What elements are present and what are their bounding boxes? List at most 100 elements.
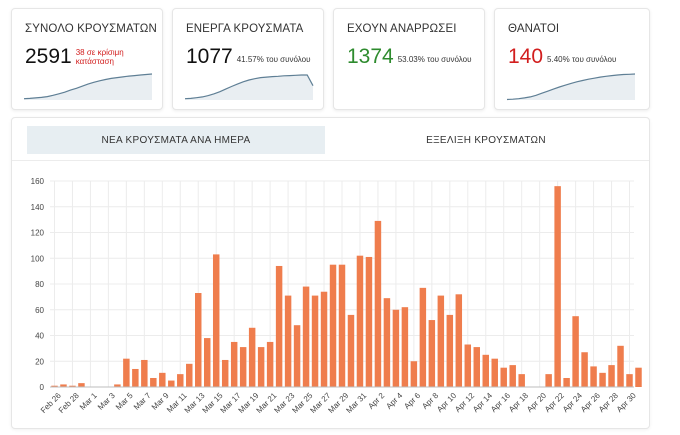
- sparkline-line: [506, 73, 636, 101]
- gridlines: [50, 180, 634, 388]
- sparkline-line: [184, 74, 314, 100]
- card-recovered: ΕΧΟΥΝ ΑΝΑΡΡΩΣΕΙ 1374 53.03% του συνόλου: [333, 8, 485, 110]
- x-tick-label: Apr 2: [366, 391, 386, 411]
- bar: [374, 220, 382, 387]
- bar: [608, 365, 615, 387]
- bar: [186, 363, 193, 387]
- chart-panel: ΝΕΑ ΚΡΟΥΣΜΑΤΑ ΑΝΑ ΗΜΕΡΑ ΕΞΕΛΙΞΗ ΚΡΟΥΣΜΑΤ…: [11, 117, 650, 429]
- bar: [141, 359, 148, 387]
- bar: [159, 372, 166, 387]
- y-tick-label: 120: [31, 229, 45, 238]
- bar: [419, 287, 427, 387]
- bar: [599, 372, 606, 387]
- bar: [482, 354, 489, 387]
- bar: [446, 314, 454, 387]
- bar: [284, 295, 292, 387]
- bar: [617, 345, 624, 387]
- bar: [177, 374, 184, 388]
- card-note: 38 σε κρίσιμη κατάσταση: [76, 48, 124, 66]
- bar: [356, 255, 364, 387]
- bar: [545, 374, 552, 388]
- bar: [257, 347, 265, 387]
- bar: [329, 264, 337, 387]
- card-deaths: ΘΑΝΑΤΟΙ 140 5.40% του συνόλου: [494, 8, 650, 110]
- bar: [320, 291, 328, 387]
- bar: [365, 256, 373, 387]
- bar: [635, 367, 642, 387]
- sparkline-area: [24, 74, 152, 100]
- bar: [347, 314, 355, 387]
- y-tick-label: 60: [35, 306, 44, 315]
- tab-cases-evolution[interactable]: ΕΞΕΛΙΞΗ ΚΡΟΥΣΜΑΤΩΝ: [426, 134, 546, 146]
- bar: [239, 347, 247, 387]
- card-title: ΘΑΝΑΤΟΙ: [508, 23, 560, 35]
- y-tick-label: 140: [31, 203, 45, 212]
- bar: [590, 366, 597, 387]
- x-tick-label: Mar 7: [132, 391, 153, 412]
- bars: [51, 186, 642, 388]
- tab-daily-cases[interactable]: ΝΕΑ ΚΡΟΥΣΜΑΤΑ ΑΝΑ ΗΜΕΡΑ: [27, 126, 325, 154]
- x-tick-label: Apr 4: [384, 391, 404, 411]
- bar: [195, 293, 202, 387]
- y-tick-label: 40: [35, 332, 44, 341]
- card-title: ΕΝΕΡΓΑ ΚΡΟΥΣΜΑΤΑ: [186, 23, 304, 35]
- card-value: 1374: [347, 45, 394, 68]
- bar: [123, 358, 130, 387]
- x-tick-label: Feb 28: [57, 391, 81, 415]
- x-tick-label: Apr 6: [402, 391, 422, 411]
- bar: [230, 341, 238, 387]
- bar: [150, 377, 157, 387]
- sparkline-area: [185, 75, 313, 100]
- y-tick-label: 0: [40, 383, 45, 392]
- bar: [581, 352, 588, 387]
- bar: [572, 316, 579, 387]
- card-note-line2: κατάσταση: [75, 57, 114, 66]
- bar: [509, 365, 516, 387]
- card-note: 41.57% του συνόλου: [236, 55, 311, 64]
- sparkline: [184, 74, 314, 100]
- y-tick-label: 100: [31, 254, 45, 263]
- bar: [204, 338, 211, 387]
- bar: [60, 384, 67, 387]
- bar: [51, 385, 58, 387]
- card-total-cases: ΣΥΝΟΛΟ ΚΡΟΥΣΜΑΤΩΝ 2591 38 σε κρίσιμη κατ…: [11, 8, 163, 110]
- sparkline: [506, 73, 636, 101]
- y-tick-label: 20: [35, 357, 44, 366]
- card-value: 140: [508, 45, 544, 68]
- sparkline: [23, 73, 153, 100]
- sparkline-line: [23, 73, 153, 100]
- bar: [248, 327, 256, 387]
- bar: [266, 341, 274, 387]
- card-note: 5.40% του συνόλου: [547, 55, 617, 64]
- bar: [554, 186, 561, 387]
- bar: [491, 358, 498, 387]
- sparkline-area: [507, 74, 635, 100]
- card-title: ΕΧΟΥΝ ΑΝΑΡΡΩΣΕΙ: [347, 23, 457, 35]
- tab-divider: [12, 160, 649, 161]
- bar: [293, 325, 301, 387]
- bar: [455, 294, 463, 387]
- bar: [401, 307, 409, 387]
- x-tick-label: Mar 3: [96, 391, 117, 412]
- card-value: 1077: [186, 45, 233, 68]
- card-active-cases: ΕΝΕΡΓΑ ΚΡΟΥΣΜΑΤΑ 1077 41.57% του συνόλου: [172, 8, 324, 110]
- bar: [500, 367, 507, 387]
- x-tick-label: Mar 5: [114, 391, 135, 412]
- bar: [275, 265, 283, 387]
- bar: [473, 347, 480, 387]
- bar: [410, 361, 418, 387]
- bar: [311, 295, 319, 387]
- bar: [302, 286, 310, 387]
- card-note: 53.03% του συνόλου: [397, 55, 472, 64]
- card-note-line1: 38 σε κρίσιμη: [75, 48, 124, 57]
- x-tick-label: Mar 31: [344, 391, 368, 415]
- card-value: 2591: [25, 45, 72, 68]
- bar: [114, 384, 121, 387]
- bar: [69, 385, 76, 387]
- y-tick-label: 80: [35, 280, 44, 289]
- bar: [78, 383, 85, 387]
- bar: [428, 320, 436, 387]
- bar: [563, 377, 570, 387]
- bar: [518, 374, 525, 388]
